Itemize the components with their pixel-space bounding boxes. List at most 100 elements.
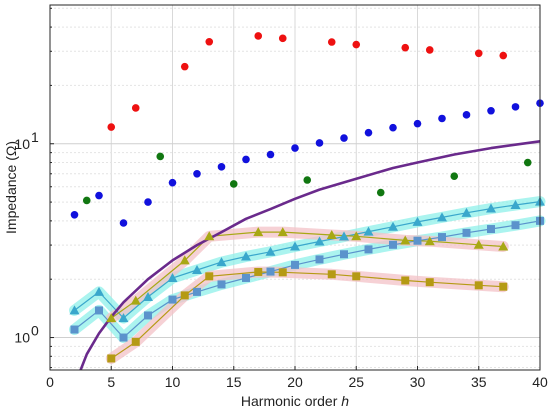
data-point: [400, 235, 411, 245]
x-tick-label: 15: [226, 374, 242, 390]
data-point: [254, 32, 263, 40]
data-point: [144, 198, 152, 206]
data-point: [425, 278, 434, 287]
data-point: [412, 216, 423, 226]
data-point: [339, 231, 349, 241]
data-point: [438, 114, 446, 123]
data-point: [119, 219, 128, 227]
data-point: [290, 241, 300, 251]
data-point: [364, 245, 373, 254]
series-line: [110, 271, 504, 359]
data-point: [204, 231, 215, 241]
data-point: [351, 231, 362, 241]
data-point: [314, 236, 325, 246]
data-point: [388, 221, 398, 231]
x-tick-label: 10: [165, 374, 181, 390]
data-point: [193, 169, 201, 178]
y-tick-label: 10: [14, 136, 30, 152]
data-point: [156, 152, 165, 161]
x-axis-title: Harmonic order h: [241, 393, 349, 409]
series-line: [74, 220, 541, 339]
data-point: [131, 104, 140, 112]
data-point: [70, 325, 79, 334]
data-point: [106, 313, 117, 323]
data-point: [95, 191, 103, 200]
data-point: [205, 37, 214, 46]
data-point: [474, 49, 483, 58]
y-axis-title: Impedance (Ω): [3, 141, 19, 234]
data-point: [389, 240, 397, 249]
data-point: [523, 158, 532, 167]
data-point: [70, 210, 79, 219]
data-point: [265, 246, 276, 256]
data-point: [266, 267, 275, 276]
data-point: [277, 227, 288, 237]
data-point: [499, 282, 508, 291]
data-point: [340, 134, 348, 142]
data-point: [217, 163, 226, 171]
data-point: [487, 106, 495, 115]
data-point: [327, 38, 336, 46]
data-point: [94, 286, 104, 296]
x-tick-label: 0: [46, 374, 54, 390]
y-tick-exponent: 0: [31, 323, 39, 339]
x-tick-label: 5: [107, 374, 115, 390]
data-point: [131, 337, 140, 346]
data-point: [167, 272, 178, 282]
x-tick-label: 20: [287, 374, 303, 390]
data-point: [462, 228, 471, 237]
data-point: [180, 291, 189, 300]
data-point: [216, 257, 227, 267]
data-point: [413, 236, 422, 245]
series-markers: [69, 32, 545, 363]
data-point: [424, 236, 435, 246]
data-point: [326, 230, 337, 240]
x-tick-label: 25: [348, 374, 364, 390]
y-tick-label: 10: [14, 330, 30, 346]
data-point: [291, 144, 299, 152]
data-point: [192, 265, 202, 275]
data-point: [180, 62, 189, 71]
data-point: [193, 287, 201, 296]
y-tick-exponent: 1: [31, 129, 39, 145]
data-point: [130, 295, 141, 305]
data-point: [241, 251, 251, 261]
data-point: [389, 123, 397, 132]
data-point: [69, 305, 80, 315]
x-tick-label: 30: [410, 374, 426, 390]
data-point: [217, 280, 226, 289]
data-point: [473, 239, 484, 249]
data-point: [363, 226, 374, 236]
series-line: [110, 231, 504, 319]
data-point: [401, 276, 410, 285]
data-point: [510, 200, 521, 210]
data-point: [253, 227, 264, 237]
data-point: [511, 103, 520, 111]
data-point: [303, 176, 312, 184]
data-point: [278, 34, 287, 43]
data-point: [254, 267, 263, 276]
data-point: [242, 155, 250, 164]
data-point: [315, 139, 324, 147]
data-point: [168, 178, 177, 187]
data-point: [461, 207, 472, 217]
data-point: [327, 270, 336, 279]
data-point: [498, 241, 509, 251]
data-point: [291, 260, 299, 269]
data-point: [487, 225, 495, 234]
data-point: [352, 40, 361, 49]
data-point: [437, 212, 447, 222]
data-point: [119, 333, 128, 342]
data-point: [144, 311, 152, 320]
data-point: [364, 128, 373, 137]
data-point: [107, 354, 116, 363]
data-point: [143, 291, 153, 301]
x-tick-label: 35: [471, 374, 487, 390]
data-point: [107, 123, 116, 131]
data-point: [205, 272, 214, 281]
data-point: [450, 172, 459, 181]
data-point: [95, 306, 103, 315]
data-point: [242, 273, 250, 282]
